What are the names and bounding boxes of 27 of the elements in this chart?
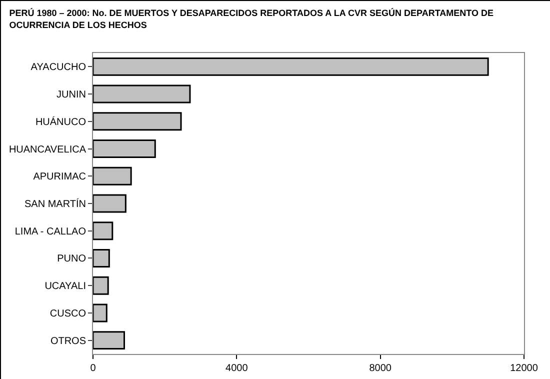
y-tick-label: UCAYALI — [44, 281, 86, 292]
y-tick-label: APURIMAC — [33, 172, 86, 183]
bar — [93, 166, 132, 186]
y-tick-label: JUNIN — [56, 90, 86, 101]
y-tick-label: SAN MARTÍN — [24, 198, 86, 210]
y-tick-label: HUANCAVELICA — [8, 144, 86, 156]
x-tick-label: 8000 — [369, 363, 392, 374]
y-tick-label: CUSCO — [50, 308, 86, 320]
y-tick-label: HUÁNUCO — [35, 116, 86, 128]
y-tick-label: AYACUCHO — [30, 62, 86, 74]
bar — [93, 331, 125, 350]
bar — [93, 140, 156, 158]
bar — [93, 222, 114, 240]
y-tick-label: LIMA - CALLAO — [14, 226, 86, 238]
bar — [93, 276, 109, 295]
bar — [93, 84, 191, 104]
bar — [93, 248, 110, 268]
x-tick-label: 0 — [90, 363, 96, 374]
bar — [93, 194, 126, 213]
chart-title: PERÚ 1980 – 2000: No. DE MUERTOS Y DESAPARECIDOS REPORTADOS A LA CVR SEGÚN DEPARTAMENTO DE OCURRENCIA DE LOS HECHOS — [9, 8, 494, 30]
y-tick-label: OTROS — [50, 336, 86, 347]
bar — [93, 304, 108, 322]
x-tick-label: 12000 — [510, 363, 538, 374]
x-tick-label: 4000 — [226, 363, 248, 374]
bar — [93, 112, 182, 131]
bar — [93, 57, 489, 76]
y-tick-label: PUNO — [57, 254, 86, 265]
